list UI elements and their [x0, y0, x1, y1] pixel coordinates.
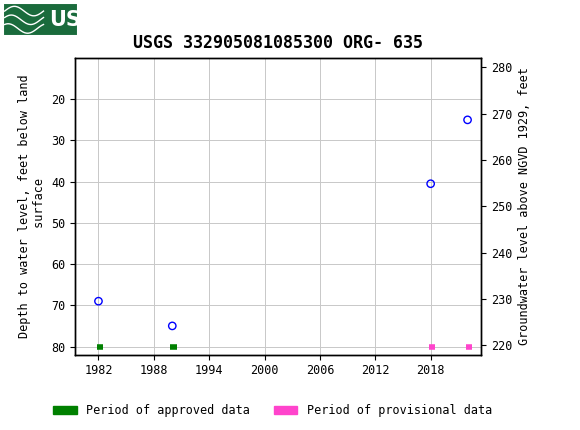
Point — [463, 117, 472, 123]
Point — [168, 322, 177, 329]
FancyBboxPatch shape — [3, 3, 78, 37]
Legend: Period of approved data, Period of provisional data: Period of approved data, Period of provi… — [49, 399, 496, 422]
Y-axis label: Groundwater level above NGVD 1929, feet: Groundwater level above NGVD 1929, feet — [518, 68, 531, 345]
Y-axis label: Depth to water level, feet below land
 surface: Depth to water level, feet below land su… — [18, 74, 46, 338]
Point — [426, 180, 436, 187]
Title: USGS 332905081085300 ORG- 635: USGS 332905081085300 ORG- 635 — [133, 34, 423, 52]
Point — [94, 298, 103, 304]
Text: USGS: USGS — [49, 10, 113, 30]
